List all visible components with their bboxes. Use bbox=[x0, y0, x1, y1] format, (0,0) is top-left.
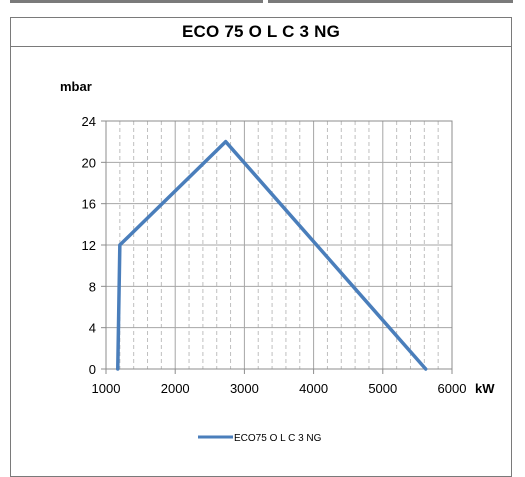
chart-title: ECO 75 O L C 3 NG bbox=[181, 22, 341, 41]
y-tick-label: 20 bbox=[82, 155, 96, 170]
legend-label: ECO75 O L C 3 NG bbox=[234, 433, 322, 444]
data-point bbox=[224, 140, 228, 144]
y-axis-ticks: 0 4 8 12 16 20 24 bbox=[82, 114, 106, 377]
x-tick-label: 2000 bbox=[161, 381, 190, 396]
data-point bbox=[118, 243, 122, 247]
x-axis-ticks: 1000 2000 3000 4000 5000 6000 bbox=[92, 369, 467, 396]
y-axis-label: mbar bbox=[60, 79, 92, 94]
line-chart: 0 4 8 12 16 20 24 1000 2000 3000 4000 5000 6000 mba… bbox=[60, 79, 495, 444]
y-tick-label: 16 bbox=[82, 197, 96, 212]
y-tick-label: 4 bbox=[89, 321, 96, 336]
y-tick-label: 8 bbox=[89, 279, 96, 294]
y-tick-label: 12 bbox=[82, 238, 96, 253]
chart-title-bar: ECO 75 O L C 3 NG bbox=[11, 18, 511, 47]
x-tick-label: 6000 bbox=[438, 381, 467, 396]
x-tick-label: 1000 bbox=[92, 381, 121, 396]
tab-stub-right bbox=[268, 0, 513, 3]
series-layer bbox=[116, 139, 428, 371]
x-tick-label: 5000 bbox=[368, 381, 397, 396]
y-tick-label: 0 bbox=[89, 362, 96, 377]
x-tick-label: 3000 bbox=[230, 381, 259, 396]
series-line bbox=[116, 139, 428, 371]
x-axis-label: kW bbox=[475, 381, 495, 396]
major-grid bbox=[105, 120, 453, 370]
x-tick-label: 4000 bbox=[299, 381, 328, 396]
legend: ECO75 O L C 3 NG bbox=[198, 433, 322, 444]
y-tick-label: 24 bbox=[82, 114, 96, 129]
data-point bbox=[116, 367, 120, 371]
data-point bbox=[424, 367, 428, 371]
tab-stub-left bbox=[10, 0, 263, 3]
